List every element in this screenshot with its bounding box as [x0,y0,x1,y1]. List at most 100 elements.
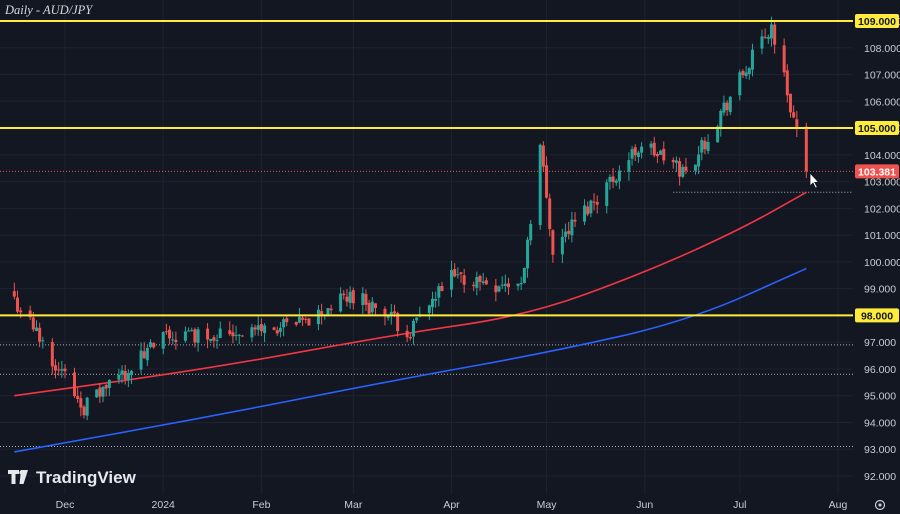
candle [329,304,333,315]
candle [659,149,663,155]
price-tick-label: 102.000 [864,203,900,215]
candle-body [494,285,498,293]
candle [792,105,796,119]
settings-gear-icon[interactable] [874,499,886,511]
candle-body [285,318,289,323]
tradingview-logo: TradingView [8,468,137,487]
candle-body [263,325,267,333]
candle-body [741,71,745,76]
badge-background [855,121,899,136]
price-tick-label: 100.000 [864,257,900,269]
candle-body [478,275,482,282]
candle [630,145,634,166]
candle [725,100,729,116]
candle-body [307,318,311,326]
candle-body [507,283,511,288]
candle-body [766,36,770,39]
candle [795,110,799,138]
candle [652,136,656,158]
candle [361,287,365,314]
time-axis-panel[interactable] [0,494,900,514]
candle [15,290,19,314]
time-tick-label: Jun [636,499,653,511]
candle [237,333,241,345]
horizontal-levels[interactable] [0,20,853,317]
candle [453,263,457,278]
candle-body [326,308,330,317]
candle [605,179,609,214]
candle-body [564,231,568,237]
badge-label: 103.381 [858,166,896,178]
candle [564,223,568,243]
candle-body [788,93,792,113]
candle-body [640,146,644,153]
candle-body [633,147,637,156]
time-tick-label: Aug [829,499,848,511]
candle [187,327,191,332]
candle-body [560,236,564,255]
candle-body [567,230,571,234]
candle-body [126,373,130,381]
candle [434,291,438,308]
candle-body [171,339,175,341]
candle-body [28,310,32,318]
candle-body [541,145,545,167]
price-tick-label: 99.000 [864,284,896,296]
candle-body [272,327,276,330]
candle-body [85,397,89,416]
time-axis: Dec 2024 Feb Mar Apr May Jun Jul Aug [56,499,848,511]
candle [342,290,346,300]
candle-body [481,281,485,284]
candle-body [174,339,178,343]
candle-body [98,387,102,397]
candle-body [53,365,57,371]
candle [190,327,194,332]
candle-body [573,219,577,222]
moving-averages [14,191,807,453]
candle-body [342,293,346,296]
candle [98,382,102,403]
candle [120,365,124,384]
price-tick-label: 95.000 [864,391,896,403]
price-tick-label: 107.000 [864,70,900,82]
candle [522,267,526,284]
candle-body [370,301,374,313]
candle-body [411,320,415,337]
candle [475,271,479,296]
candle-body [462,275,466,285]
candle-body [164,331,168,333]
candle [586,201,590,217]
candle [693,164,697,175]
tradingview-logo-dot [19,470,24,475]
candle [164,323,168,335]
candle-body [716,126,720,143]
candle-body [706,141,710,152]
candle [722,95,726,116]
candle-body [538,144,542,226]
candle-body [570,219,574,236]
candle [53,359,57,379]
candle-body [259,324,263,332]
candle [592,193,596,211]
candle [728,96,732,116]
candle-body [19,310,23,313]
candle [760,29,764,55]
candle [307,318,311,326]
candle [389,303,393,325]
candle [750,43,754,77]
candle-body [497,286,501,292]
candle-body [456,274,460,276]
candle-body [104,384,108,389]
candle-body [652,142,656,156]
candle-body [234,334,238,336]
candle [804,122,808,178]
candle-body [750,49,754,70]
price-axis-panel[interactable] [853,0,900,494]
candle [117,368,121,384]
candle-body [472,284,476,287]
last-price-badge: 103.381 [855,164,899,179]
candle [206,323,210,349]
candle-body [339,293,343,312]
candle-body [253,327,257,330]
